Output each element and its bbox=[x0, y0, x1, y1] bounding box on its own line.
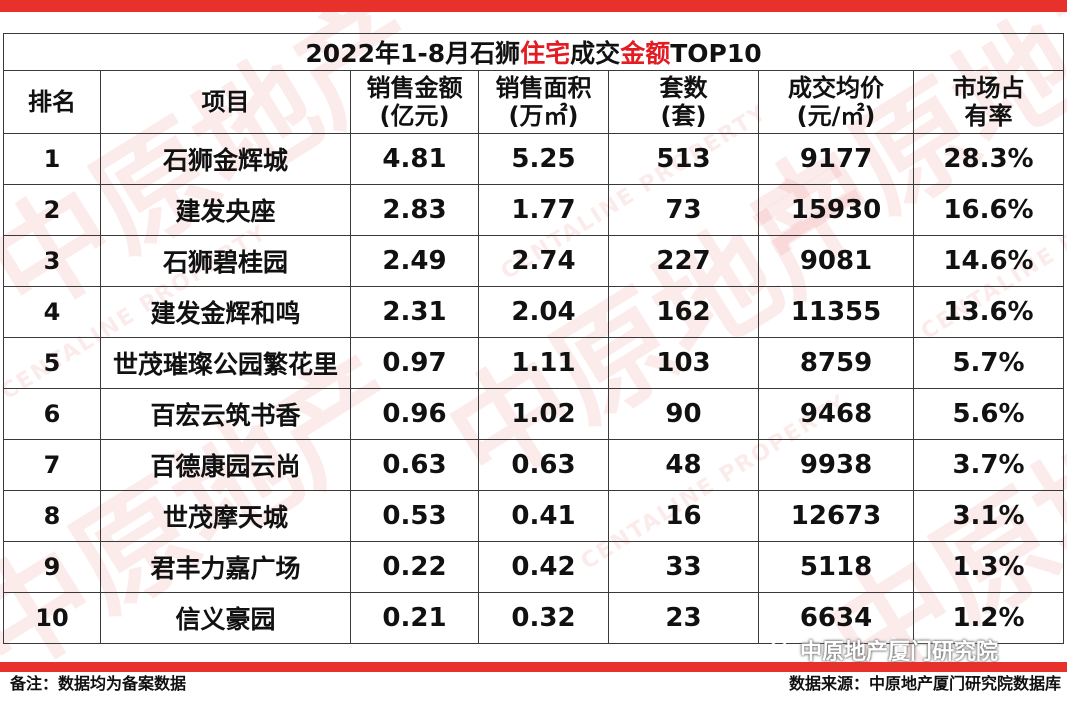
cell-share: 3.1% bbox=[912, 490, 1065, 542]
cell-project: 世茂摩天城 bbox=[100, 490, 351, 542]
cell-units: 16 bbox=[608, 490, 759, 542]
table-title: 2022年1-8月石狮住宅成交金额TOP10 bbox=[2, 33, 1065, 71]
top-red-bar bbox=[0, 0, 1067, 12]
cell-project: 信义豪园 bbox=[100, 592, 351, 644]
cell-price: 9177 bbox=[758, 133, 914, 185]
wechat-account-watermark: 中原地产厦门研究院 bbox=[770, 634, 998, 666]
cell-share: 1.2% bbox=[912, 592, 1065, 644]
cell-units: 162 bbox=[608, 286, 759, 338]
cell-amount: 0.53 bbox=[350, 490, 479, 542]
cell-amount: 0.63 bbox=[350, 439, 479, 491]
cell-units: 227 bbox=[608, 235, 759, 287]
cell-project: 百宏云筑书香 bbox=[100, 388, 351, 440]
cell-amount: 4.81 bbox=[350, 133, 479, 185]
cell-rank: 9 bbox=[3, 541, 101, 593]
cell-units: 513 bbox=[608, 133, 759, 185]
cell-amount: 2.31 bbox=[350, 286, 479, 338]
table-row: 3 石狮碧桂园 2.49 2.74 227 9081 14.6% bbox=[3, 235, 1065, 287]
cell-share: 28.3% bbox=[912, 133, 1065, 185]
table-row: 10 信义豪园 0.21 0.32 23 6634 1.2% bbox=[3, 592, 1065, 644]
cell-amount: 0.97 bbox=[350, 337, 479, 389]
table-row: 6 百宏云筑书香 0.96 1.02 90 9468 5.6% bbox=[3, 388, 1065, 440]
cell-rank: 8 bbox=[3, 490, 101, 542]
top10-table: 2022年1-8月石狮住宅成交金额TOP10 排名 项目 销售金额 (亿元) 销售… bbox=[2, 33, 1065, 644]
table-row: 7 百德康园云尚 0.63 0.63 48 9938 3.7% bbox=[3, 439, 1065, 491]
cell-rank: 5 bbox=[3, 337, 101, 389]
cell-rank: 7 bbox=[3, 439, 101, 491]
cell-price: 9081 bbox=[758, 235, 914, 287]
table-row: 5 世茂璀璨公园繁花里 0.97 1.11 103 8759 5.7% bbox=[3, 337, 1065, 389]
cell-price: 15930 bbox=[758, 184, 914, 236]
cell-price: 12673 bbox=[758, 490, 914, 542]
cell-amount: 2.49 bbox=[350, 235, 479, 287]
cell-area: 2.04 bbox=[478, 286, 609, 338]
cell-area: 0.32 bbox=[478, 592, 609, 644]
cell-amount: 0.22 bbox=[350, 541, 479, 593]
cell-project: 石狮金辉城 bbox=[100, 133, 351, 185]
cell-price: 9938 bbox=[758, 439, 914, 491]
cell-units: 23 bbox=[608, 592, 759, 644]
cell-units: 48 bbox=[608, 439, 759, 491]
cell-rank: 3 bbox=[3, 235, 101, 287]
cell-units: 103 bbox=[608, 337, 759, 389]
footer-note: 备注：数据均为备案数据 bbox=[10, 674, 187, 693]
header-amount: 销售金额 (亿元) bbox=[350, 70, 479, 134]
table-row: 1 石狮金辉城 4.81 5.25 513 9177 28.3% bbox=[3, 133, 1065, 185]
cell-share: 3.7% bbox=[912, 439, 1065, 491]
cell-price: 8759 bbox=[758, 337, 914, 389]
cell-amount: 0.21 bbox=[350, 592, 479, 644]
cell-area: 1.77 bbox=[478, 184, 609, 236]
table-row: 2 建发央座 2.83 1.77 73 15930 16.6% bbox=[3, 184, 1065, 236]
header-rank: 排名 bbox=[3, 70, 101, 134]
cell-price: 11355 bbox=[758, 286, 914, 338]
cell-area: 0.42 bbox=[478, 541, 609, 593]
table-row: 8 世茂摩天城 0.53 0.41 16 12673 3.1% bbox=[3, 490, 1065, 542]
cell-rank: 2 bbox=[3, 184, 101, 236]
cell-project: 世茂璀璨公园繁花里 bbox=[100, 337, 351, 389]
table-row: 4 建发金辉和鸣 2.31 2.04 162 11355 13.6% bbox=[3, 286, 1065, 338]
cell-units: 90 bbox=[608, 388, 759, 440]
cell-project: 百德康园云尚 bbox=[100, 439, 351, 491]
cell-rank: 10 bbox=[3, 592, 101, 644]
cell-project: 石狮碧桂园 bbox=[100, 235, 351, 287]
table-row: 9 君丰力嘉广场 0.22 0.42 33 5118 1.3% bbox=[3, 541, 1065, 593]
cell-price: 9468 bbox=[758, 388, 914, 440]
header-price: 成交均价 (元/㎡) bbox=[758, 70, 914, 134]
cell-units: 33 bbox=[608, 541, 759, 593]
cell-amount: 0.96 bbox=[350, 388, 479, 440]
cell-share: 13.6% bbox=[912, 286, 1065, 338]
cell-project: 建发金辉和鸣 bbox=[100, 286, 351, 338]
header-share: 市场占 有率 bbox=[912, 70, 1065, 134]
cell-amount: 2.83 bbox=[350, 184, 479, 236]
header-area: 销售面积 (万㎡) bbox=[478, 70, 609, 134]
header-row: 排名 项目 销售金额 (亿元) 销售面积 (万㎡) 套数 (套) 成交均价 (元/㎡) … bbox=[3, 70, 1065, 134]
cell-price: 5118 bbox=[758, 541, 914, 593]
footer-source: 数据来源：中原地产厦门研究院数据库 bbox=[788, 674, 1061, 693]
header-project: 项目 bbox=[100, 70, 351, 134]
cell-area: 1.02 bbox=[478, 388, 609, 440]
cell-project: 建发央座 bbox=[100, 184, 351, 236]
cell-share: 5.7% bbox=[912, 337, 1065, 389]
cell-rank: 4 bbox=[3, 286, 101, 338]
cell-share: 14.6% bbox=[912, 235, 1065, 287]
header-units: 套数 (套) bbox=[608, 70, 759, 134]
bottom-red-bar bbox=[0, 662, 1067, 672]
cell-share: 16.6% bbox=[912, 184, 1065, 236]
cell-rank: 1 bbox=[3, 133, 101, 185]
wechat-account-name: 中原地产厦门研究院 bbox=[800, 640, 999, 665]
cell-area: 2.74 bbox=[478, 235, 609, 287]
cell-area: 0.41 bbox=[478, 490, 609, 542]
wechat-icon bbox=[770, 640, 794, 659]
cell-area: 1.11 bbox=[478, 337, 609, 389]
cell-share: 5.6% bbox=[912, 388, 1065, 440]
cell-area: 0.63 bbox=[478, 439, 609, 491]
cell-project: 君丰力嘉广场 bbox=[100, 541, 351, 593]
cell-units: 73 bbox=[608, 184, 759, 236]
cell-share: 1.3% bbox=[912, 541, 1065, 593]
cell-rank: 6 bbox=[3, 388, 101, 440]
cell-price: 6634 bbox=[758, 592, 914, 644]
cell-area: 5.25 bbox=[478, 133, 609, 185]
